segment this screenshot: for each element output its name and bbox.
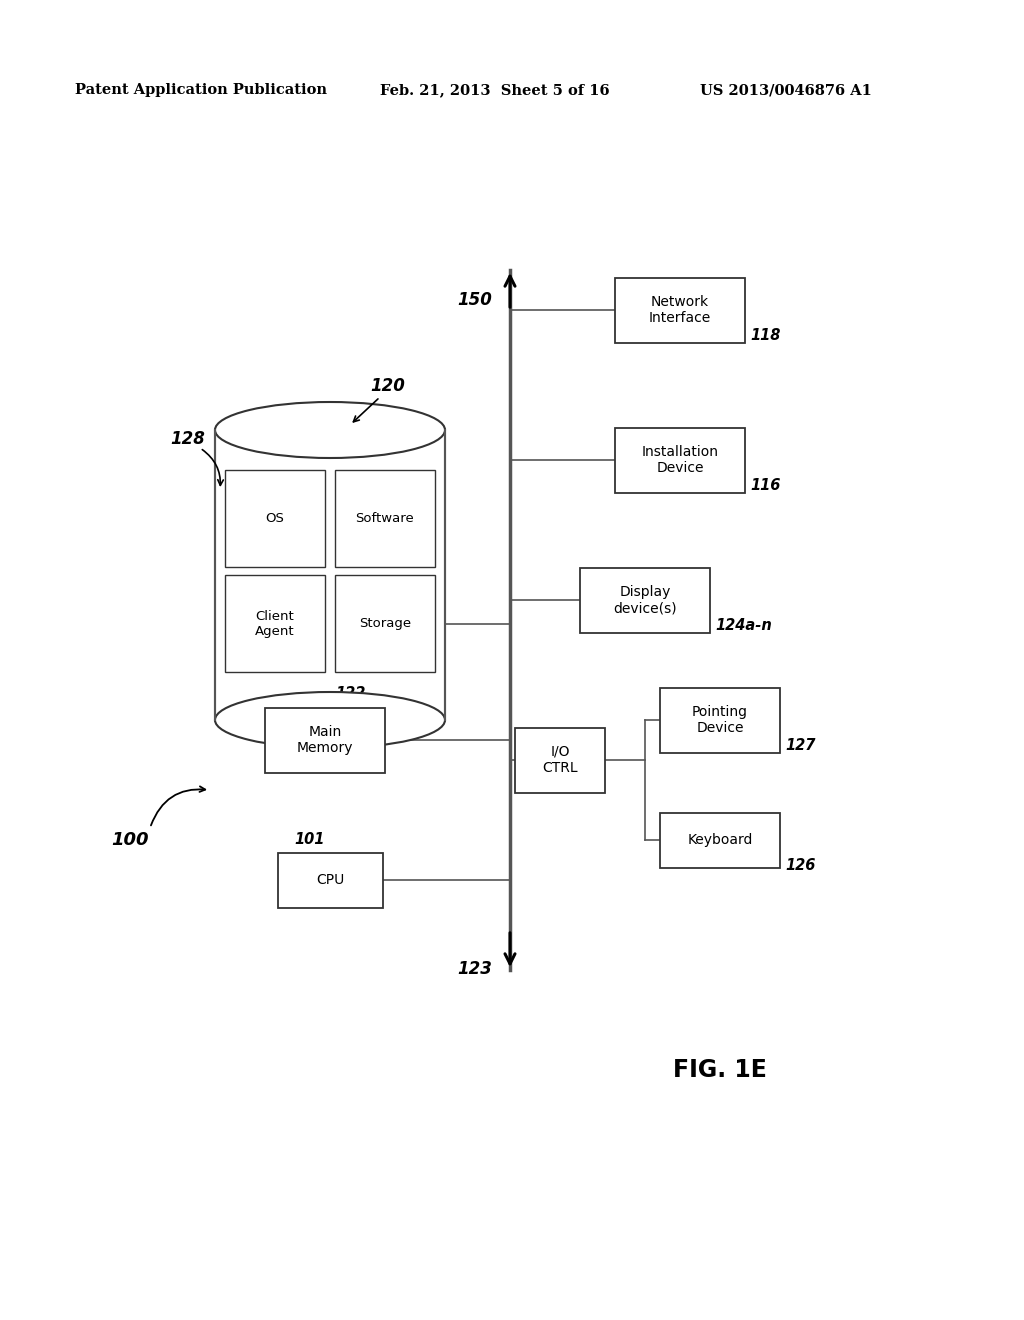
- Text: Display
device(s): Display device(s): [613, 585, 677, 615]
- Text: OS: OS: [265, 512, 285, 525]
- Text: Feb. 21, 2013  Sheet 5 of 16: Feb. 21, 2013 Sheet 5 of 16: [380, 83, 609, 96]
- FancyBboxPatch shape: [335, 576, 435, 672]
- Text: 116: 116: [750, 478, 780, 492]
- FancyBboxPatch shape: [215, 458, 445, 719]
- Text: 122: 122: [335, 685, 366, 701]
- Text: FIG. 1E: FIG. 1E: [673, 1059, 767, 1082]
- Text: Client
Agent: Client Agent: [255, 610, 295, 638]
- Text: CPU: CPU: [315, 873, 344, 887]
- FancyBboxPatch shape: [225, 470, 325, 568]
- Text: 118: 118: [750, 327, 780, 343]
- FancyBboxPatch shape: [580, 568, 710, 632]
- FancyBboxPatch shape: [660, 688, 780, 752]
- FancyBboxPatch shape: [615, 428, 745, 492]
- FancyBboxPatch shape: [515, 727, 605, 792]
- Text: Keyboard: Keyboard: [687, 833, 753, 847]
- Ellipse shape: [215, 692, 445, 748]
- Text: 127: 127: [785, 738, 815, 752]
- Text: Pointing
Device: Pointing Device: [692, 705, 748, 735]
- Text: 100: 100: [112, 832, 148, 849]
- Ellipse shape: [215, 403, 445, 458]
- FancyBboxPatch shape: [660, 813, 780, 867]
- FancyBboxPatch shape: [215, 430, 445, 719]
- Text: 128: 128: [170, 430, 205, 447]
- Text: 150: 150: [457, 290, 492, 309]
- Text: Patent Application Publication: Patent Application Publication: [75, 83, 327, 96]
- Text: 126: 126: [785, 858, 815, 873]
- FancyBboxPatch shape: [615, 277, 745, 342]
- Text: 120: 120: [370, 378, 404, 395]
- Text: Storage: Storage: [359, 616, 411, 630]
- FancyBboxPatch shape: [225, 576, 325, 672]
- Text: 101: 101: [295, 833, 325, 847]
- Text: Main
Memory: Main Memory: [297, 725, 353, 755]
- FancyBboxPatch shape: [265, 708, 385, 772]
- Text: 123: 123: [457, 960, 492, 978]
- Text: I/O
CTRL: I/O CTRL: [542, 744, 578, 775]
- Text: 124a-n: 124a-n: [715, 618, 772, 634]
- FancyBboxPatch shape: [335, 470, 435, 568]
- Text: US 2013/0046876 A1: US 2013/0046876 A1: [700, 83, 871, 96]
- Text: Software: Software: [355, 512, 415, 525]
- Text: Network
Interface: Network Interface: [649, 294, 711, 325]
- FancyBboxPatch shape: [278, 853, 383, 908]
- Text: Installation
Device: Installation Device: [641, 445, 719, 475]
